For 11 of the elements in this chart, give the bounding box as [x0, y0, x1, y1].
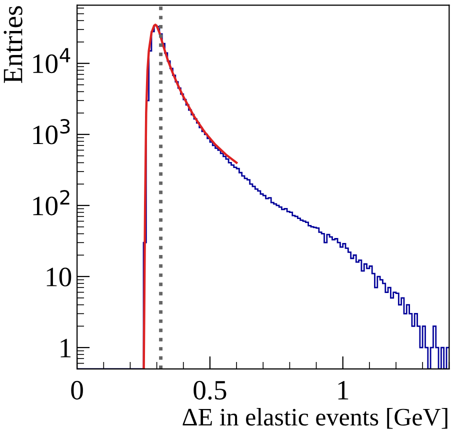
y-axis-title: Entries: [4, 6, 22, 84]
line-series: [142, 24, 238, 369]
y-tick-label: 10: [46, 268, 72, 286]
y-tick-label: 1: [60, 338, 71, 358]
x-axis-title: ΔE in elastic events [GeV]: [182, 408, 448, 429]
x-tick-label: 0.5: [194, 380, 226, 400]
y-tick-label: 10$^{2}$: [33, 190, 70, 216]
x-tick-label: 0: [71, 380, 83, 400]
y-tick-label: 10$^{4}$: [33, 48, 70, 74]
x-tick-label: 1: [338, 380, 348, 400]
y-tick-label: 10$^{3}$: [33, 118, 70, 144]
